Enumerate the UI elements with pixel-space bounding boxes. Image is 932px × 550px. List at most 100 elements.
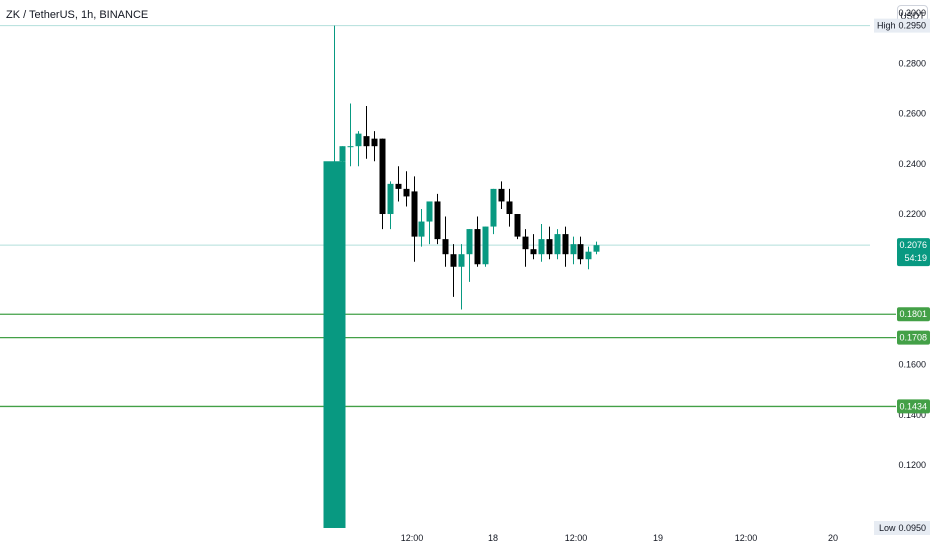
candle[interactable] — [379, 138, 386, 230]
candle-body — [458, 254, 465, 267]
candle[interactable] — [506, 188, 513, 227]
candle-body — [538, 239, 545, 255]
candle[interactable] — [371, 131, 378, 162]
last-price-value: 0.2076 — [899, 240, 927, 250]
low-label-text: Low — [879, 523, 896, 533]
candle[interactable] — [355, 131, 362, 167]
candle-body — [395, 183, 402, 189]
candles — [323, 25, 600, 528]
candle[interactable] — [363, 106, 370, 159]
candle[interactable] — [450, 244, 457, 297]
candle[interactable] — [347, 103, 354, 167]
candle-body — [514, 214, 521, 237]
candle-body — [379, 138, 386, 215]
candle-body — [585, 251, 592, 260]
last-price-label-bg — [897, 238, 930, 267]
y-tick-label: 0.1400 — [898, 410, 926, 420]
candle-body — [466, 229, 473, 255]
candle[interactable] — [514, 214, 521, 240]
low-value-text: 0.0950 — [898, 523, 926, 533]
candle-body — [554, 234, 561, 255]
candle[interactable] — [593, 241, 600, 255]
candle[interactable] — [339, 146, 346, 177]
candle-body — [371, 138, 378, 147]
candle[interactable] — [530, 234, 537, 260]
candle-body — [490, 188, 497, 227]
candle[interactable] — [577, 236, 584, 265]
y-tick-label: 0.1200 — [898, 460, 926, 470]
high-label-text: High — [877, 21, 896, 31]
price-axis: 0.3000 0.2800 0.2600 0.2400 0.2200 0.1600 0.14… — [898, 8, 926, 470]
candle[interactable] — [458, 244, 465, 310]
candle[interactable] — [585, 246, 592, 270]
candle[interactable] — [442, 216, 449, 267]
candle[interactable] — [403, 171, 410, 207]
candle-body — [530, 249, 537, 255]
time-axis: 12:00 18 12:00 19 12:00 20 — [401, 533, 838, 543]
candle[interactable] — [411, 176, 418, 262]
candle[interactable] — [323, 25, 346, 528]
x-tick-label: 19 — [653, 533, 663, 543]
candle-body — [403, 188, 410, 197]
candle-body — [474, 229, 481, 265]
y-tick-label: 0.1600 — [898, 360, 926, 370]
candle[interactable] — [554, 229, 561, 260]
candle[interactable] — [522, 229, 529, 267]
high-label-bg — [874, 18, 930, 33]
last-price-countdown: 54:19 — [904, 253, 927, 263]
candle[interactable] — [562, 226, 569, 267]
candle[interactable] — [570, 236, 577, 265]
candle-body — [593, 245, 600, 252]
level-label-text: 0.1801 — [899, 309, 927, 319]
candle[interactable] — [395, 166, 402, 202]
price-labels: High 0.2950 Low 0.0950 0.2076 54:19 0.1801 0.17… — [874, 18, 930, 535]
candle-body — [498, 188, 505, 202]
candle-body — [434, 201, 441, 240]
candle[interactable] — [546, 226, 553, 260]
candle-body — [418, 221, 425, 237]
candle-body — [339, 146, 346, 162]
candle[interactable] — [418, 208, 425, 247]
level-label-bg — [897, 307, 930, 322]
level-label-text: 0.1708 — [899, 333, 927, 343]
candle-body — [323, 161, 346, 528]
candle-body — [482, 226, 489, 265]
candle-body — [363, 136, 370, 147]
candle-body — [347, 146, 354, 148]
y-tick-label: 0.2800 — [898, 58, 926, 68]
level-label-bg — [897, 330, 930, 345]
candle[interactable] — [387, 181, 394, 230]
x-tick-label: 18 — [488, 533, 498, 543]
y-tick-label: 0.2600 — [898, 109, 926, 119]
reference-lines — [0, 25, 896, 408]
candle-body — [442, 239, 449, 255]
candle-body — [450, 254, 457, 267]
candle-body — [546, 239, 553, 255]
y-tick-label: 0.3000 — [898, 8, 926, 18]
candle[interactable] — [434, 193, 441, 245]
candle[interactable] — [482, 226, 489, 267]
level-label-bg — [897, 399, 930, 414]
candle[interactable] — [490, 188, 497, 235]
candle-body — [506, 201, 513, 215]
candle[interactable] — [538, 224, 545, 262]
candle-body — [411, 191, 418, 237]
high-value-text: 0.2950 — [898, 21, 926, 31]
x-tick-label: 20 — [828, 533, 838, 543]
low-label-bg — [874, 520, 930, 535]
candle-body — [562, 234, 569, 255]
candle-body — [387, 183, 394, 215]
x-tick-label: 12:00 — [401, 533, 424, 543]
level-label-text: 0.1434 — [899, 401, 927, 411]
x-tick-label: 12:00 — [735, 533, 758, 543]
candle[interactable] — [426, 201, 433, 245]
symbol-title: ZK / TetherUS, 1h, BINANCE — [6, 9, 149, 21]
candle[interactable] — [498, 181, 505, 209]
candle-body — [522, 236, 529, 250]
x-tick-label: 12:00 — [565, 533, 588, 543]
y-tick-label: 0.2400 — [898, 159, 926, 169]
candle[interactable] — [466, 229, 473, 282]
candle[interactable] — [474, 216, 481, 267]
